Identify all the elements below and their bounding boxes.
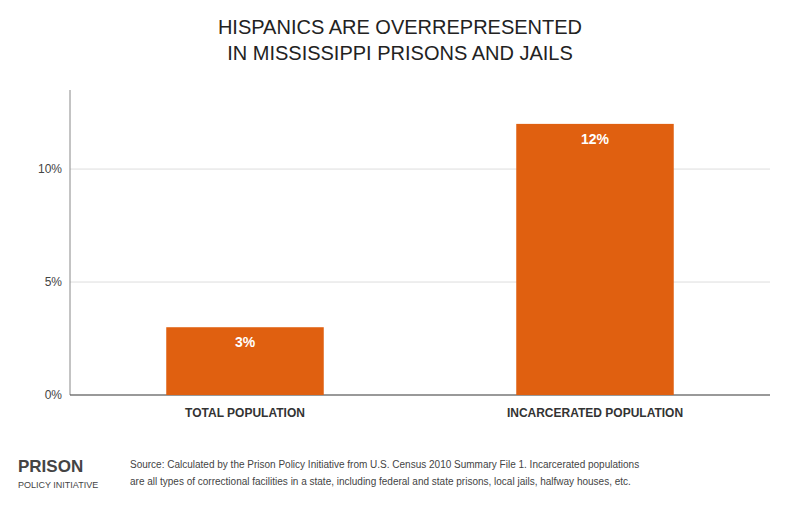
source-note: Source: Calculated by the Prison Policy … [130,459,639,470]
data-label: 12% [581,131,610,147]
chart: HISPANICS ARE OVERREPRESENTED IN MISSISSI… [0,0,800,526]
y-tick-label: 5% [45,275,63,289]
title: HISPANICS ARE OVERREPRESENTED [218,16,582,38]
x-tick-label: TOTAL POPULATION [185,406,305,420]
x-tick-label: INCARCERATED POPULATION [507,406,683,420]
logo-subtext: POLICY INITIATIVE [18,480,98,490]
source-note: are all types of correctional facilities… [130,476,631,487]
y-tick-label: 0% [45,388,63,402]
bar [166,327,324,395]
subtitle: IN MISSISSIPPI PRISONS AND JAILS [227,42,573,64]
y-tick-label: 10% [38,162,62,176]
bar [516,124,674,395]
data-label: 3% [235,334,256,350]
logo-text: PRISON [18,457,83,476]
bars [166,124,674,395]
y-axis-line [70,90,71,395]
